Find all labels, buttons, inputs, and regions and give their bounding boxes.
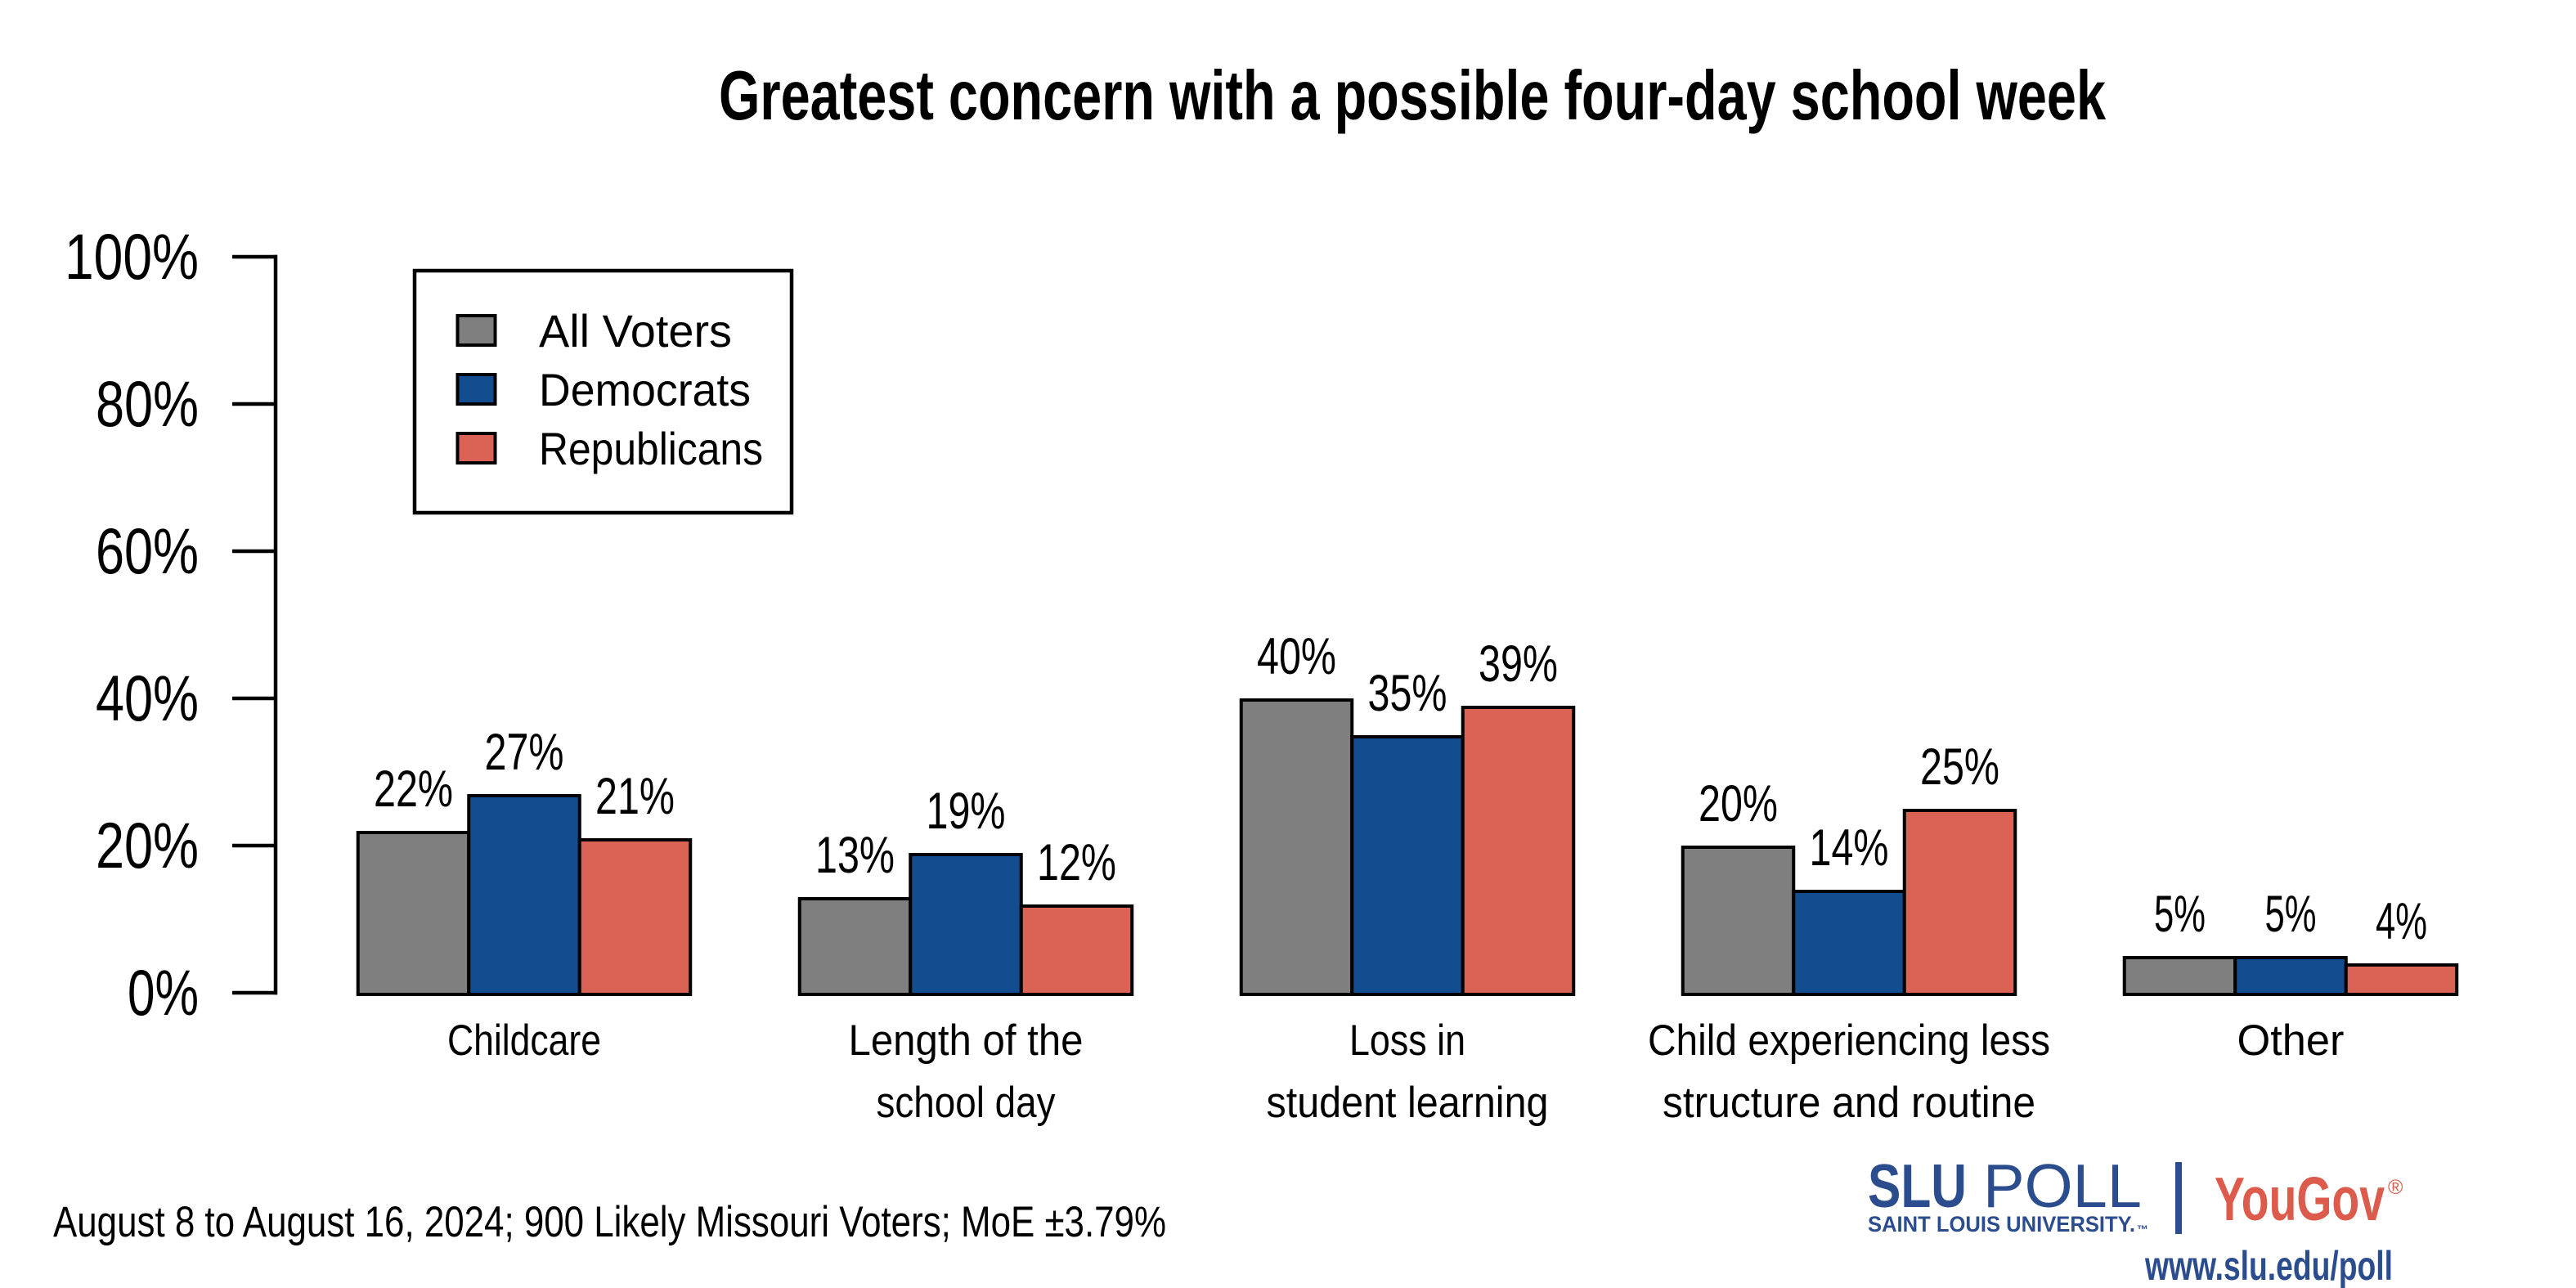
svg-text:60%: 60% [96, 514, 199, 587]
svg-text:Republicans: Republicans [539, 423, 763, 474]
svg-text:20%: 20% [1699, 775, 1778, 832]
svg-text:12%: 12% [1037, 834, 1116, 891]
svg-text:Greatest concern with a possib: Greatest concern with a possible four-da… [719, 57, 2107, 135]
svg-text:August 8 to August 16, 2024; 9: August 8 to August 16, 2024; 900 Likely … [53, 1198, 1166, 1246]
svg-text:21%: 21% [595, 768, 675, 825]
svg-text:Length of the: Length of the [849, 1016, 1084, 1065]
svg-text:SAINT LOUIS UNIVERSITY.: SAINT LOUIS UNIVERSITY. [1868, 1212, 2135, 1236]
svg-text:Child experiencing less: Child experiencing less [1648, 1016, 2050, 1065]
svg-text:™: ™ [2137, 1223, 2148, 1236]
svg-text:19%: 19% [927, 783, 1006, 840]
svg-text:25%: 25% [1920, 738, 1999, 796]
svg-text:27%: 27% [485, 724, 564, 781]
svg-text:YouGov: YouGov [2215, 1165, 2385, 1233]
svg-text:school day: school day [877, 1079, 1056, 1127]
svg-text:Democrats: Democrats [539, 364, 751, 415]
svg-text:Other: Other [2237, 1016, 2345, 1065]
svg-text:POLL: POLL [1983, 1151, 2142, 1220]
svg-text:Loss in: Loss in [1349, 1016, 1465, 1065]
svg-text:Childcare: Childcare [447, 1016, 601, 1065]
svg-text:0%: 0% [128, 956, 199, 1029]
svg-text:22%: 22% [374, 761, 453, 818]
svg-text:®: ® [2388, 1176, 2403, 1199]
svg-text:4%: 4% [2376, 893, 2427, 950]
svg-text:35%: 35% [1368, 665, 1447, 722]
svg-text:40%: 40% [1257, 628, 1336, 685]
svg-text:40%: 40% [96, 662, 199, 734]
svg-text:5%: 5% [2154, 886, 2206, 943]
svg-text:80%: 80% [96, 367, 199, 440]
svg-text:student learning: student learning [1267, 1079, 1549, 1127]
svg-text:www.slu.edu/poll: www.slu.edu/poll [2144, 1243, 2393, 1288]
svg-text:SLU: SLU [1868, 1151, 1967, 1220]
svg-text:All Voters: All Voters [539, 305, 732, 357]
svg-text:structure and routine: structure and routine [1663, 1079, 2035, 1127]
svg-text:20%: 20% [96, 809, 199, 882]
svg-text:100%: 100% [65, 220, 199, 293]
svg-text:5%: 5% [2265, 886, 2317, 943]
svg-text:13%: 13% [815, 827, 895, 884]
svg-text:14%: 14% [1810, 819, 1889, 877]
svg-text:39%: 39% [1479, 635, 1558, 693]
